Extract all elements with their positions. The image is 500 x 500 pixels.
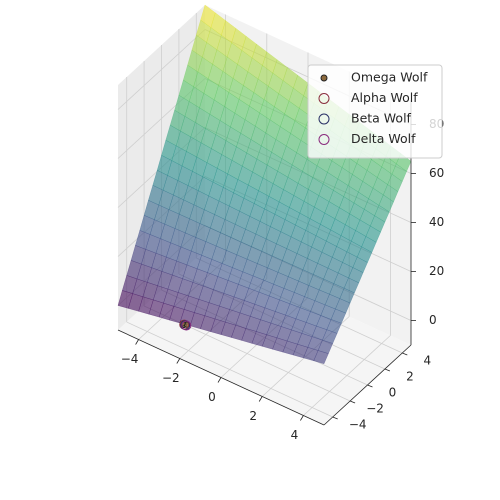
x-tick-mark [176,358,181,364]
y-tick-mark [402,352,408,356]
y-tick-label: −2 [366,402,384,416]
y-tick-label: −4 [349,418,367,432]
delta-wolf-legend-marker [318,134,330,145]
omega-wolf-legend-label: Omega Wolf [351,70,428,85]
x-tick-mark [217,377,222,383]
x-tick-label: 4 [291,428,299,442]
delta-wolf-marker [181,320,192,331]
legend-box [307,64,443,159]
x-tick-label: −2 [162,371,180,385]
z-tick-label: 20 [429,264,444,278]
grid-y-floor [126,321,333,418]
beta-wolf-legend-label: Beta Wolf [351,111,412,126]
surface-patch [313,350,329,365]
y-tick-mark [384,368,391,372]
x-tick-mark [258,396,263,402]
alpha-wolf-legend-label: Alpha Wolf [351,90,418,105]
y-tick-label: 2 [406,370,414,384]
surface-mesh [117,4,412,365]
x-tick-mark [135,339,139,345]
y-tick-mark [349,400,356,404]
y-tick-mark [332,416,338,420]
alpha-wolf-legend-marker [318,93,330,104]
beta-wolf-legend-marker [318,113,330,125]
wolf-markers [179,319,192,331]
x-tick-label: −4 [121,352,139,366]
x-tick-mark [300,415,304,421]
omega-wolf-legend-marker [320,74,328,82]
grid-z-left [117,29,206,110]
x-tick-label: 2 [249,409,257,423]
z-tick-label: 60 [429,166,444,180]
delta-wolf-legend-label: Delta Wolf [351,131,416,146]
y-tick-label: 0 [389,386,397,400]
z-tick-label: 40 [429,215,444,229]
y-tick-label: 4 [423,354,431,368]
x-tick-label: 0 [208,390,216,404]
z-tick-label: 0 [429,313,437,327]
y-tick-mark [367,384,373,388]
legend: Omega Wolf Alpha Wolf Beta Wolf Delta Wolf [307,64,443,159]
